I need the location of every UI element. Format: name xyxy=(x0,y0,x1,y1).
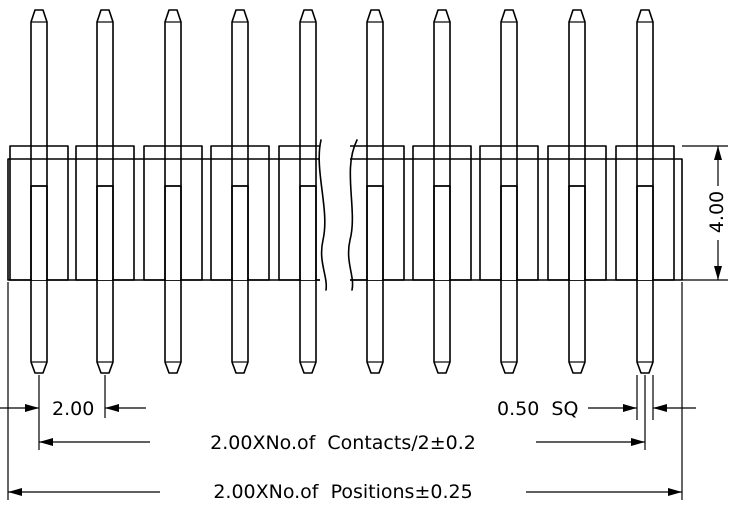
pinsize-arrow-left xyxy=(623,404,637,412)
housing-slot-1 xyxy=(30,145,48,187)
housing-slot-9 xyxy=(568,145,586,187)
pin-mask-9 xyxy=(570,187,584,280)
pin-upper-8 xyxy=(500,9,518,147)
pin-upper-7 xyxy=(433,9,451,147)
pin-mask-3 xyxy=(166,187,180,280)
contacts-arrow-left xyxy=(39,438,53,446)
pin-upper-4 xyxy=(231,9,249,147)
positions-arrow-left xyxy=(8,488,22,496)
pin-upper-5 xyxy=(299,9,317,147)
positions-arrow-right xyxy=(668,488,682,496)
pin-upper-6 xyxy=(366,9,384,147)
pitch-arrow-left xyxy=(25,404,39,412)
housing-slot-2 xyxy=(96,145,114,187)
pin-upper-10 xyxy=(636,9,654,147)
pin-mask-5 xyxy=(301,187,315,280)
pin-upper-1 xyxy=(30,9,48,147)
housing-slot-5 xyxy=(299,145,317,187)
pin-upper-9 xyxy=(568,9,586,147)
pin-upper-3 xyxy=(164,9,182,147)
height-arrow-top xyxy=(714,146,722,160)
housing-slot-3 xyxy=(164,145,182,187)
pitch-dimension-label: 2.00 xyxy=(52,398,94,420)
pin-mask-1 xyxy=(32,187,46,280)
contacts-arrow-right xyxy=(631,438,645,446)
pin-mask-10 xyxy=(638,187,652,280)
height-dimension-label: 4.00 xyxy=(706,191,728,233)
pinsize-arrow-right xyxy=(653,404,667,412)
pitch-arrow-right xyxy=(105,404,119,412)
dimension-lines xyxy=(0,145,728,500)
pin-upper-2 xyxy=(96,9,114,147)
housing-slot-7 xyxy=(433,145,451,187)
housing-slot-4 xyxy=(231,145,249,187)
pin-mask-4 xyxy=(233,187,247,280)
break-curve-left xyxy=(318,139,328,291)
housing-slot-10 xyxy=(636,145,654,187)
positions-span-label: 2.00XNo.of Positions±0.25 xyxy=(213,481,472,503)
housing-slot-8 xyxy=(500,145,518,187)
pin-size-label: 0.50 SQ xyxy=(497,398,578,420)
pin-mask-2 xyxy=(98,187,112,280)
pin-mask-7 xyxy=(435,187,449,280)
break-symbol xyxy=(318,139,358,291)
break-curve-right xyxy=(347,139,358,291)
height-arrow-bottom xyxy=(714,266,722,280)
housing-slot-6 xyxy=(366,145,384,187)
pin-mask-8 xyxy=(502,187,516,280)
pin-mask-6 xyxy=(368,187,382,280)
contacts-span-label: 2.00XNo.of Contacts/2±0.2 xyxy=(210,432,476,454)
